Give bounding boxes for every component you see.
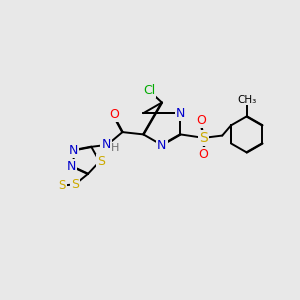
Text: S: S — [199, 131, 208, 145]
Text: O: O — [199, 148, 208, 161]
Text: O: O — [110, 108, 119, 121]
Text: N: N — [157, 139, 167, 152]
Text: N: N — [67, 160, 76, 173]
Text: CH₃: CH₃ — [237, 94, 256, 104]
Text: N: N — [69, 143, 78, 157]
Text: S: S — [97, 155, 105, 168]
Text: S: S — [71, 178, 79, 191]
Text: O: O — [196, 114, 206, 127]
Text: S: S — [59, 179, 66, 192]
Text: H: H — [111, 143, 120, 153]
Text: Cl: Cl — [143, 85, 155, 98]
Text: N: N — [101, 138, 111, 151]
Text: N: N — [176, 107, 185, 120]
